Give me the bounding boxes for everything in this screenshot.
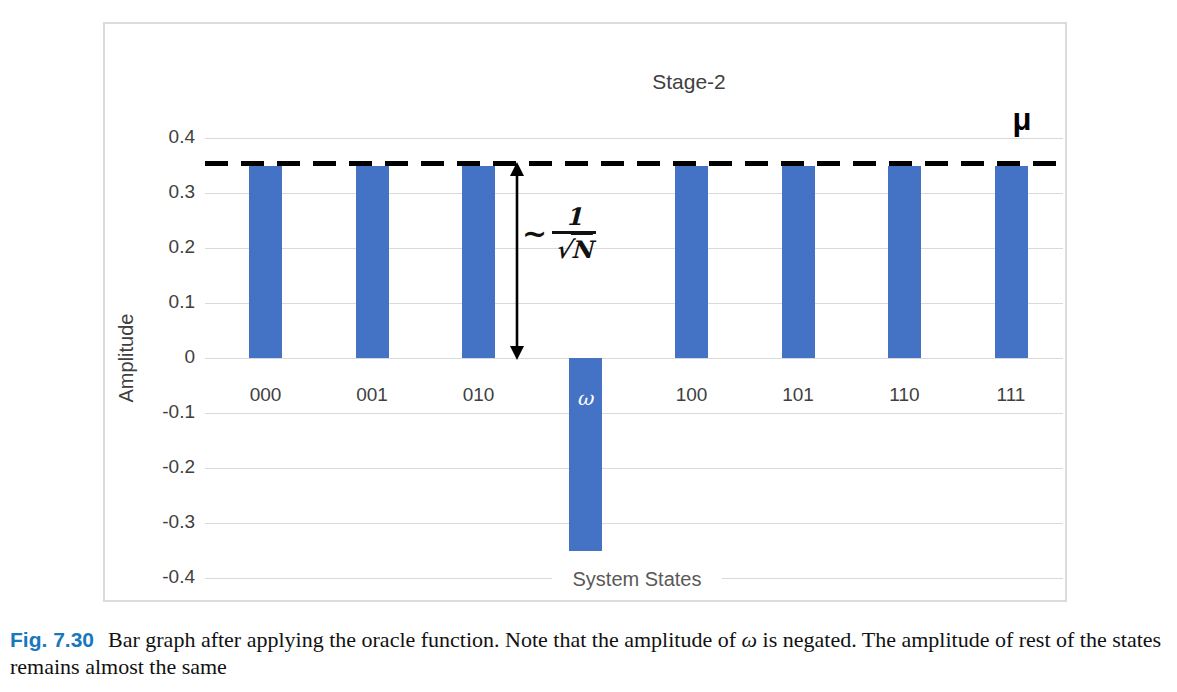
y-axis-tick-label: 0.4 (100, 126, 195, 148)
y-axis-tick-label: -0.1 (100, 401, 195, 423)
bar-110 (888, 166, 921, 359)
y-axis-tick-label: 0.3 (100, 181, 195, 203)
gridline (205, 303, 1063, 304)
x-axis-label: 111 (966, 384, 1056, 406)
figure-caption-text-before: Bar graph after applying the oracle func… (108, 627, 742, 652)
gridline (205, 248, 1063, 249)
gridline (205, 138, 1063, 139)
x-axis-label: 001 (327, 384, 417, 406)
bar-101 (782, 166, 815, 359)
tilde-symbol: ~ (522, 216, 547, 251)
bar-111 (995, 166, 1028, 359)
y-axis-tick-label: -0.4 (100, 566, 195, 588)
x-axis-label: 000 (221, 384, 311, 406)
bar-001 (356, 166, 389, 359)
mean-mu-label: μ (987, 104, 1057, 135)
bar-010 (462, 166, 495, 359)
figure-caption-label: Fig. 7.30 (10, 628, 94, 651)
bar-100 (675, 166, 708, 359)
gridline (205, 413, 1063, 414)
figure-caption: Fig. 7.30 Bar graph after applying the or… (10, 626, 1170, 680)
gridline (205, 468, 1063, 469)
fraction: 1 √N (552, 203, 596, 265)
fraction-denominator: √N (552, 231, 596, 265)
fraction-numerator: 1 (566, 203, 583, 231)
x-axis-label: 100 (647, 384, 737, 406)
one-over-sqrt-n-annotation: ~ 1 √N (522, 203, 596, 265)
figure-page: Stage-2 Amplitude 0.40.30.20.10-0.1-0.2-… (0, 0, 1177, 692)
y-axis-tick-label: 0.2 (100, 236, 195, 258)
y-axis-tick-label: -0.2 (100, 456, 195, 478)
gridline (205, 523, 1063, 524)
x-axis-label-omega: ω (569, 386, 602, 410)
omega-symbol: ω (742, 627, 758, 652)
y-axis-tick-label: 0 (100, 346, 195, 368)
bar-000 (249, 166, 282, 359)
x-axis-label: 101 (753, 384, 843, 406)
mean-dashed-line (205, 161, 1063, 166)
y-axis-tick-label: -0.3 (100, 511, 195, 533)
radicand: N (571, 235, 593, 264)
x-axis-label: 110 (860, 384, 950, 406)
gridline (205, 358, 1063, 359)
gridline (205, 193, 1063, 194)
radical-sign: √ (555, 235, 571, 264)
y-axis-tick-label: 0.1 (100, 291, 195, 313)
x-axis-title: System States (552, 568, 722, 591)
x-axis-label: 010 (434, 384, 524, 406)
